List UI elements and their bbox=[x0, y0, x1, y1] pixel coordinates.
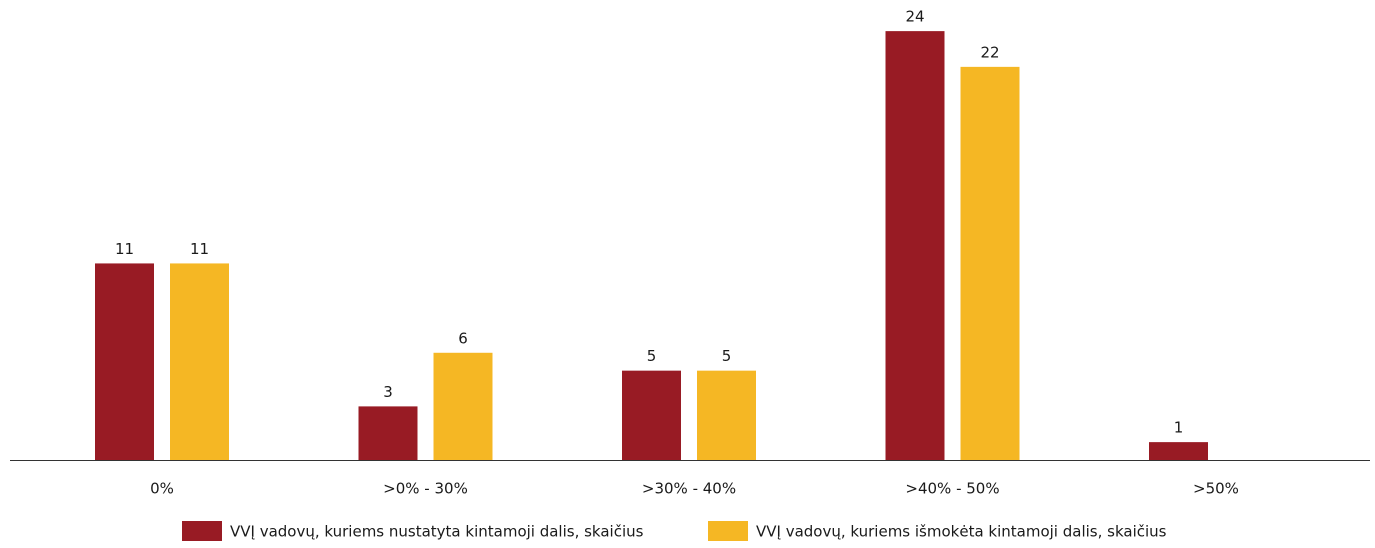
data-label: 11 bbox=[115, 240, 134, 258]
legend-swatch bbox=[708, 521, 748, 541]
x-tick-label: >30% - 40% bbox=[642, 480, 736, 498]
x-tick-label: >50% bbox=[1193, 480, 1239, 498]
bar bbox=[1149, 442, 1208, 460]
x-tick-label: >40% - 50% bbox=[905, 480, 999, 498]
data-label: 11 bbox=[190, 240, 209, 258]
bar bbox=[622, 370, 681, 460]
legend-label: VVĮ vadovų, kuriems nustatyta kintamoji … bbox=[230, 523, 644, 541]
bar bbox=[433, 352, 493, 460]
x-tick-label: 0% bbox=[150, 480, 174, 498]
data-label: 6 bbox=[458, 329, 468, 347]
bar bbox=[697, 370, 756, 460]
bar bbox=[960, 66, 1020, 461]
data-label: 5 bbox=[647, 347, 657, 365]
data-label: 3 bbox=[383, 383, 393, 401]
legend-swatch bbox=[182, 521, 222, 541]
bar bbox=[95, 263, 154, 460]
legend-label: VVĮ vadovų, kuriems išmokėta kintamoji d… bbox=[756, 523, 1167, 541]
data-label: 5 bbox=[722, 347, 732, 365]
data-label: 24 bbox=[905, 8, 924, 26]
data-label: 1 bbox=[1174, 419, 1184, 437]
bar bbox=[358, 406, 418, 460]
bar bbox=[170, 263, 229, 460]
x-tick-label: >0% - 30% bbox=[383, 480, 468, 498]
data-label: 22 bbox=[980, 43, 999, 61]
bar bbox=[885, 31, 945, 461]
